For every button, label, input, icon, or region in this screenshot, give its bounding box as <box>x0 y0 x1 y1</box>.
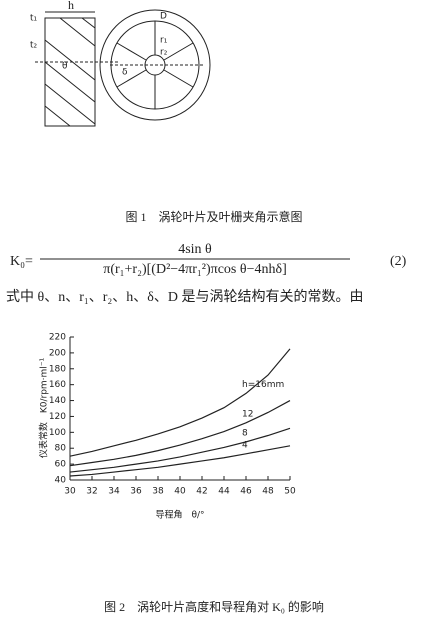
caption: 图 2 涡轮叶片高度和导程角对 K₀ 的影响 <box>104 599 324 614</box>
y-tick-label: 80 <box>55 444 67 454</box>
spokes <box>116 21 194 109</box>
x-tick-label: 48 <box>262 487 274 497</box>
figure1-diagram <box>35 9 211 127</box>
y-tick-label: 100 <box>49 428 66 438</box>
series-label: h=16mm <box>242 380 284 390</box>
y-tick-label: 220 <box>49 333 66 343</box>
diagram-label: δ <box>122 68 128 78</box>
blade-lines <box>44 17 96 127</box>
series-label: 8 <box>242 428 248 438</box>
y-tick-label: 140 <box>49 396 66 406</box>
x-tick-label: 40 <box>174 487 186 497</box>
diagram-label: h <box>68 0 74 12</box>
x-tick-label: 42 <box>196 487 207 497</box>
diagram-label: D <box>160 12 167 22</box>
y-tick-label: 160 <box>49 380 66 390</box>
series-line <box>69 348 291 457</box>
series-line <box>69 427 291 473</box>
caption: 图 1 涡轮叶片及叶栅夹角示意图 <box>125 209 302 224</box>
chart: 40 60 80 100 120 140 160 180 200 220 30 32 34 36 38 40 4… <box>49 333 296 497</box>
x-tick-label: 44 <box>218 487 230 497</box>
y-axis-label: 仪表常数 K0/rpm·ml⁻¹ <box>38 357 50 458</box>
formula-lhs: K₀= <box>10 254 33 269</box>
y-tick-label: 200 <box>49 348 66 358</box>
diagram-label: t₂ <box>30 41 38 51</box>
outer-ring <box>99 9 211 121</box>
x-tick-label: 34 <box>108 487 120 497</box>
x-tick-label: 32 <box>86 487 97 497</box>
x-axis-label: 导程角 θ/° <box>155 509 204 521</box>
series-line <box>69 445 291 477</box>
diagram-label: t₁ <box>30 14 38 24</box>
y-tick-label: 40 <box>55 476 67 486</box>
y-tick-label: 180 <box>49 364 66 374</box>
x-tick-label: 30 <box>64 487 76 497</box>
diagram-label: θ <box>62 62 68 72</box>
formula-denominator: π(r₁+r₂)[(D²−4πr₁²)πcos θ−4nhδ] <box>103 262 286 277</box>
series-line <box>69 400 291 467</box>
series-label: 12 <box>242 409 253 419</box>
x-tick-label: 38 <box>152 487 164 497</box>
series-label: 4 <box>242 440 248 450</box>
x-tick-label: 50 <box>284 487 296 497</box>
diagram-label: r₁ <box>160 36 168 46</box>
y-tick-label: 60 <box>55 460 67 470</box>
paragraph: 式中 θ、n、r₁、r₂、h、δ、D 是与涡轮结构有关的常数。由 <box>6 289 364 305</box>
formula-numerator: 4sin θ <box>178 242 212 257</box>
formula-number: (2) <box>390 254 407 269</box>
x-tick-label: 36 <box>130 487 142 497</box>
x-tick-label: 46 <box>240 487 252 497</box>
diagram-label: r₂ <box>160 48 168 58</box>
y-tick-label: 120 <box>49 412 66 422</box>
blade-rect <box>44 17 96 127</box>
